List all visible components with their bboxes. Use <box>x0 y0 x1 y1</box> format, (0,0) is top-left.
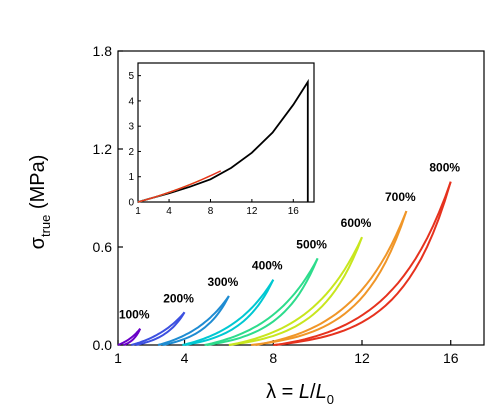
x-tick-label: 1 <box>114 350 122 366</box>
loading-curve-700% <box>255 210 408 346</box>
curve-label: 600% <box>341 216 372 230</box>
y-axis-title: σtrue (MPa) <box>27 155 53 250</box>
y-tick-label: 1.8 <box>93 43 113 59</box>
x-axis-title: λ = L/L0 <box>266 381 334 407</box>
x-tick-label: 16 <box>443 350 459 366</box>
y-tick-label: 1.2 <box>93 141 113 157</box>
unloading-curve-300% <box>162 295 230 346</box>
curve-label: 500% <box>296 237 327 251</box>
unloading-curve-700% <box>250 210 408 346</box>
loading-curve-100% <box>117 328 141 346</box>
x-tick-label: 12 <box>354 350 370 366</box>
inset-x-tick-label: 16 <box>288 206 300 217</box>
loading-curve-800% <box>275 181 452 346</box>
inset-x-tick-label: 12 <box>246 206 258 217</box>
curve-label: 200% <box>163 291 194 305</box>
main-axes: 1 4 8 12 160.00.61.21.8 <box>93 43 485 366</box>
inset-overlay-curve <box>137 170 222 203</box>
inset-x-tick-label: 1 <box>135 206 141 217</box>
curve-label: 300% <box>208 275 239 289</box>
inset-x-tick-label: 4 <box>166 206 172 217</box>
inset-y-tick-label: 0 <box>128 198 134 209</box>
unloading-curve-800% <box>273 181 452 346</box>
inset-frame <box>137 62 315 203</box>
curve-label: 800% <box>429 161 460 175</box>
loading-curve-600% <box>228 236 363 346</box>
inset-x-tick-label: 8 <box>208 206 214 217</box>
unloading-curve-600% <box>228 236 363 346</box>
curve-label: 400% <box>252 259 283 273</box>
inset-y-tick-label: 2 <box>128 147 134 158</box>
curve-label: 700% <box>385 190 416 204</box>
unloading-curve-100% <box>123 328 142 346</box>
y-tick-label: 0.6 <box>93 239 113 255</box>
curve-label: 100% <box>119 308 150 322</box>
x-tick-label: 8 <box>269 350 277 366</box>
inset-y-tick-label: 5 <box>128 71 134 82</box>
loading-curve-400% <box>182 279 275 346</box>
plot-frame <box>117 50 485 346</box>
unloading-curve-200% <box>135 311 186 346</box>
loading-curve-500% <box>204 257 319 346</box>
main-curves <box>117 181 452 346</box>
loading-curve-200% <box>131 311 186 346</box>
unloading-curve-400% <box>184 279 275 346</box>
inset-y-tick-label: 4 <box>128 96 134 107</box>
main-curve-labels: 100% 200% 300% 400% 500% 600% 700% 800% <box>119 161 461 322</box>
unloading-curve-500% <box>206 258 319 346</box>
inset-y-tick-label: 3 <box>128 122 134 133</box>
inset-y-tick-label: 1 <box>128 172 134 183</box>
loading-curve-300% <box>157 295 230 346</box>
y-tick-label: 0.0 <box>93 337 113 353</box>
x-tick-label: 4 <box>181 350 189 366</box>
